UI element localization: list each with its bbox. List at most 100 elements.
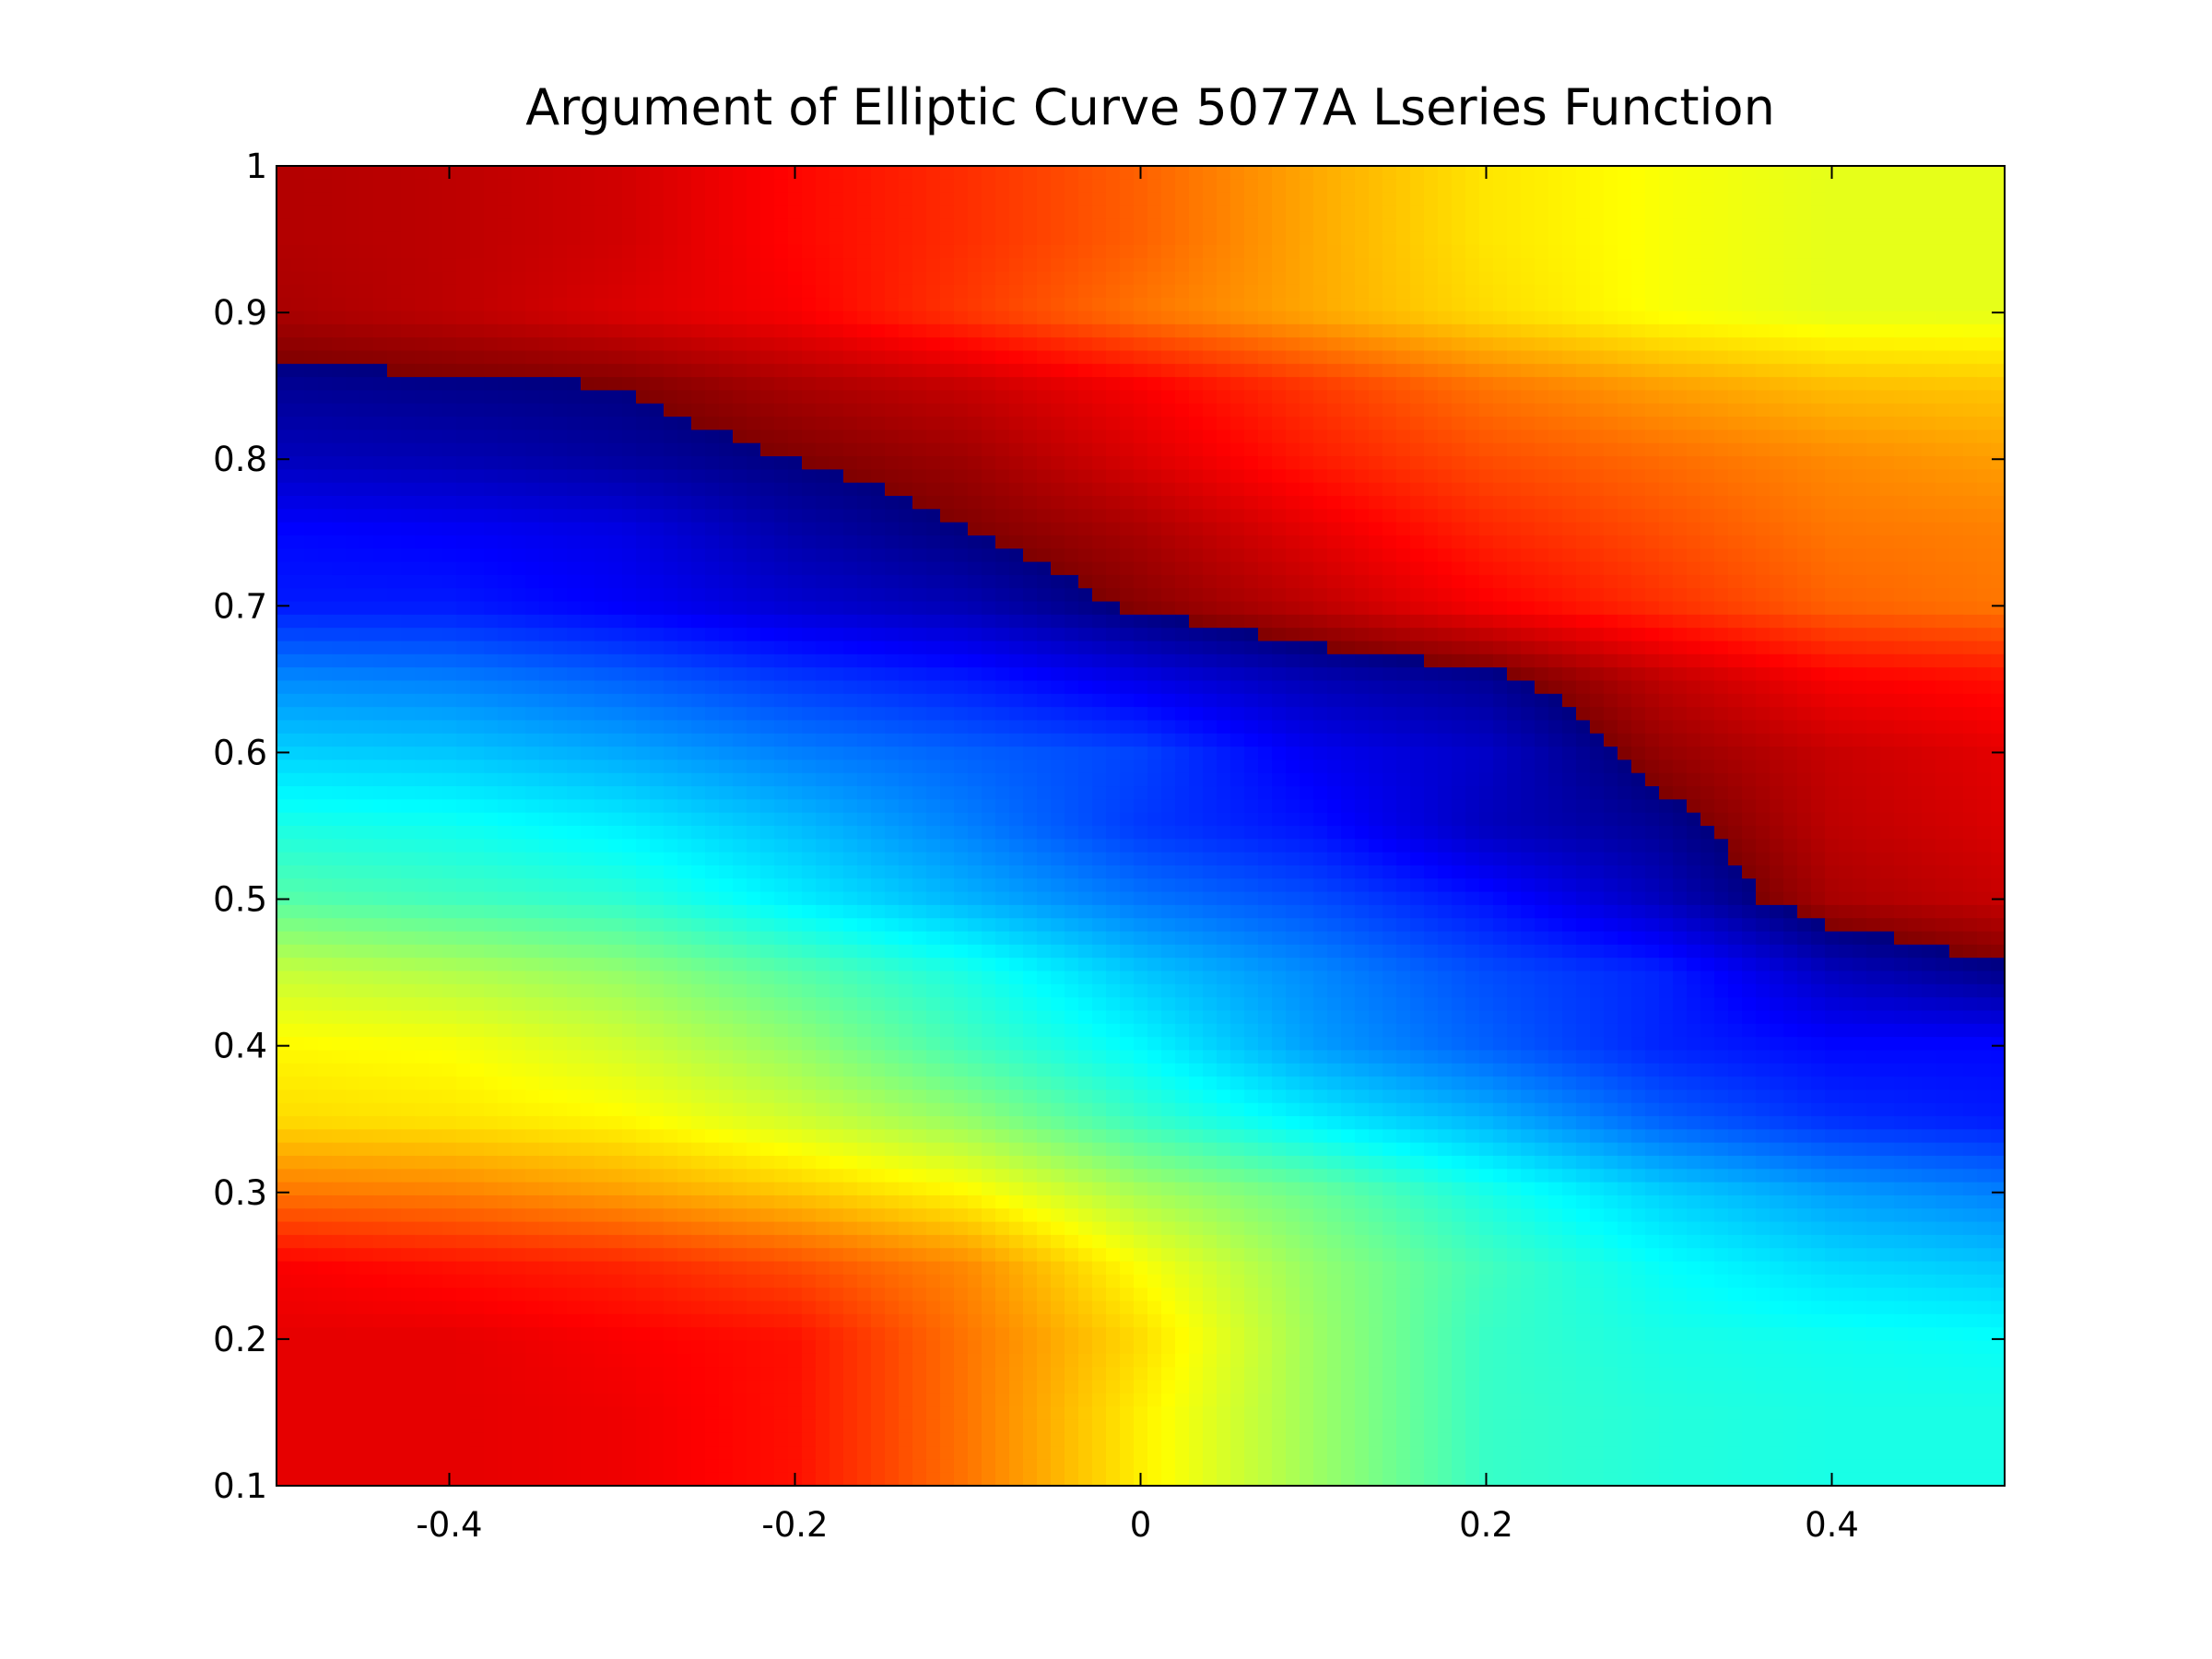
heatmap-cell xyxy=(1618,469,1632,484)
heatmap-cell xyxy=(1106,324,1121,338)
heatmap-cell xyxy=(1922,496,1936,510)
heatmap-cell xyxy=(982,535,996,549)
heatmap-cell xyxy=(1548,442,1563,457)
heatmap-cell xyxy=(995,324,1010,338)
heatmap-cell xyxy=(1300,205,1314,219)
heatmap-cell xyxy=(1728,377,1743,392)
heatmap-cell xyxy=(871,509,886,524)
heatmap-cell xyxy=(429,258,443,273)
heatmap-cell xyxy=(415,363,429,378)
heatmap-cell xyxy=(401,469,416,484)
heatmap-cell xyxy=(359,271,374,286)
heatmap-cell xyxy=(968,456,982,470)
heatmap-cell xyxy=(1493,390,1508,405)
heatmap-cell xyxy=(1369,363,1383,378)
heatmap-cell xyxy=(1341,298,1356,312)
heatmap-cell xyxy=(1521,429,1535,444)
heatmap-cell xyxy=(1009,192,1024,206)
heatmap-cell xyxy=(525,417,540,430)
heatmap-cell xyxy=(1673,429,1688,444)
heatmap-cell xyxy=(415,377,429,392)
heatmap-cell xyxy=(1825,324,1840,338)
heatmap-cell xyxy=(1604,218,1618,233)
heatmap-cell xyxy=(1770,680,1784,695)
heatmap-cell xyxy=(1936,653,1950,668)
heatmap-cell xyxy=(539,535,554,549)
heatmap-cell xyxy=(525,166,540,180)
heatmap-cell xyxy=(1438,403,1453,418)
heatmap-cell xyxy=(1756,337,1771,352)
heatmap-cell xyxy=(1382,271,1397,286)
heatmap-cell xyxy=(1866,614,1881,629)
heatmap-cell xyxy=(1659,284,1674,299)
heatmap-cell xyxy=(332,653,347,668)
heatmap-cell xyxy=(1065,179,1079,194)
heatmap-cell xyxy=(1507,324,1522,338)
heatmap-cell xyxy=(373,284,388,299)
heatmap-cell xyxy=(1604,429,1618,444)
heatmap-cell xyxy=(1949,561,1964,576)
heatmap-cell xyxy=(1037,179,1052,194)
heatmap-cell xyxy=(525,628,540,642)
heatmap-cell xyxy=(373,231,388,246)
heatmap-cell xyxy=(1839,377,1853,392)
heatmap-cell xyxy=(664,588,678,603)
heatmap-cell xyxy=(567,192,582,206)
heatmap-cell xyxy=(1645,667,1660,682)
heatmap-cell xyxy=(982,311,996,325)
heatmap-cell xyxy=(1908,337,1923,352)
heatmap-cell xyxy=(1977,417,1992,430)
heatmap-cell xyxy=(1037,417,1052,430)
heatmap-cell xyxy=(1203,496,1218,510)
heatmap-cell xyxy=(1756,390,1771,405)
heatmap-cell xyxy=(1521,614,1535,629)
heatmap-cell xyxy=(733,377,747,392)
heatmap-cell xyxy=(1548,601,1563,616)
heatmap-cell xyxy=(1977,390,1992,405)
heatmap-cell xyxy=(276,166,291,180)
heatmap-cell xyxy=(1465,574,1480,589)
heatmap-cell xyxy=(1839,271,1853,286)
heatmap-cell xyxy=(498,522,512,536)
heatmap-cell xyxy=(926,258,941,273)
heatmap-cell xyxy=(802,403,817,418)
heatmap-cell xyxy=(470,298,485,312)
heatmap-cell xyxy=(1797,482,1812,497)
heatmap-cell xyxy=(1562,258,1577,273)
heatmap-cell xyxy=(1161,482,1176,497)
heatmap-cell xyxy=(1590,456,1605,470)
heatmap-cell xyxy=(1382,298,1397,312)
heatmap-cell xyxy=(512,680,526,695)
heatmap-cell xyxy=(1562,377,1577,392)
heatmap-cell xyxy=(1507,417,1522,430)
heatmap-cell xyxy=(912,535,927,549)
heatmap-cell xyxy=(1673,403,1688,418)
heatmap-cell xyxy=(1853,667,1867,682)
heatmap-cell xyxy=(1217,324,1231,338)
heatmap-cell xyxy=(1424,271,1439,286)
heatmap-cell xyxy=(498,324,512,338)
heatmap-cell xyxy=(1189,680,1204,695)
heatmap-cell xyxy=(1977,561,1992,576)
heatmap-cell xyxy=(484,469,499,484)
heatmap-cell xyxy=(1535,390,1549,405)
heatmap-cell xyxy=(774,653,789,668)
heatmap-cell xyxy=(1562,442,1577,457)
heatmap-cell xyxy=(899,166,913,180)
heatmap-cell xyxy=(871,166,886,180)
heatmap-cell xyxy=(995,403,1010,418)
heatmap-cell xyxy=(1963,311,1978,325)
heatmap-cell xyxy=(912,614,927,629)
heatmap-cell xyxy=(1424,641,1439,655)
heatmap-cell xyxy=(539,548,554,563)
heatmap-cell xyxy=(733,667,747,682)
heatmap-cell xyxy=(982,271,996,286)
heatmap-cell xyxy=(1286,442,1300,457)
heatmap-cell xyxy=(1977,311,1992,325)
heatmap-cell xyxy=(982,324,996,338)
heatmap-cell xyxy=(429,680,443,695)
heatmap-cell xyxy=(1991,509,2006,524)
heatmap-cell xyxy=(1811,244,1826,259)
heatmap-cell xyxy=(1037,337,1052,352)
heatmap-cell xyxy=(1009,628,1024,642)
